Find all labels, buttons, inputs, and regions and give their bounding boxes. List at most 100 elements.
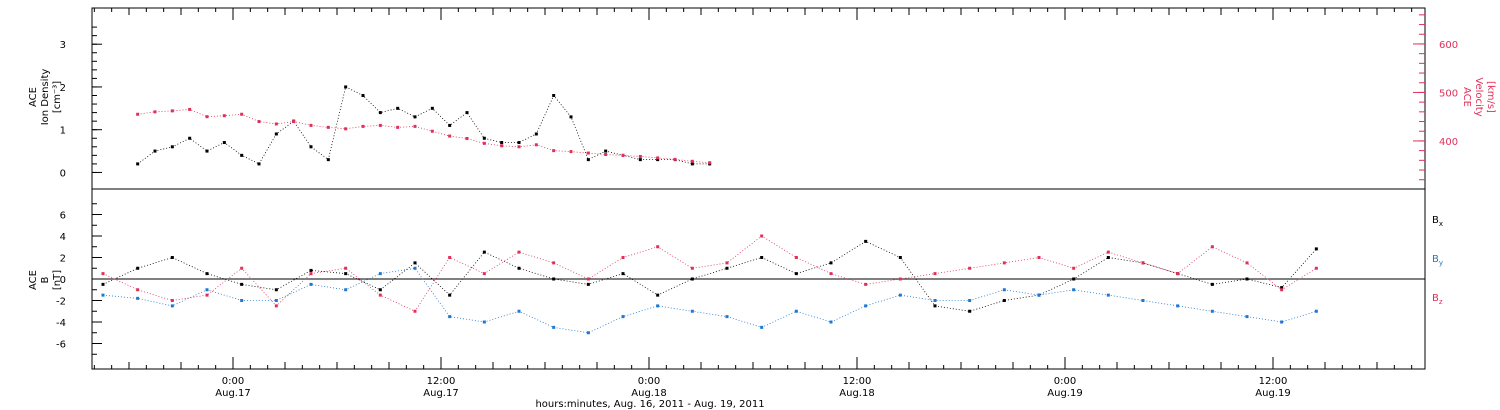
- density-point: [378, 111, 382, 115]
- by-point: [1037, 293, 1041, 297]
- bx-series: [101, 239, 1318, 313]
- b-axis-label-unit: [nT]: [52, 270, 63, 290]
- bx-point: [1106, 256, 1110, 259]
- by-point: [170, 304, 174, 308]
- bx-point: [517, 266, 521, 270]
- velocity-point: [153, 110, 157, 114]
- velocity-point: [604, 153, 608, 157]
- velocity-point: [690, 159, 694, 163]
- bz-point: [586, 277, 590, 281]
- top-left-y-ticks: 0 1 2 3: [60, 26, 102, 179]
- b-tick-label: -4: [56, 318, 66, 329]
- density-series: [136, 85, 712, 166]
- bottom-y-ticks: -6 -4 -2 0 2 4 6: [56, 203, 102, 355]
- density-axis-label-unit: [cm⁻³]: [52, 81, 63, 113]
- bx-point: [136, 266, 140, 270]
- by-series: [101, 266, 1318, 335]
- bx-point: [864, 239, 868, 243]
- bx-point: [794, 272, 798, 276]
- b-axis-label-instrument: ACE: [28, 270, 39, 290]
- legend-bz: Bz: [1432, 293, 1443, 306]
- density-point: [136, 162, 140, 166]
- density-point: [569, 115, 573, 119]
- density-point: [430, 106, 434, 110]
- bx-point: [586, 282, 590, 286]
- bx-point: [760, 256, 764, 259]
- by-point: [656, 304, 660, 308]
- velocity-point: [326, 125, 330, 129]
- velocity-series: [136, 107, 712, 165]
- top-panel-frame: [91, 7, 1426, 190]
- velocity-point: [344, 127, 348, 131]
- by-point: [1176, 304, 1180, 308]
- density-point: [274, 132, 278, 136]
- density-point: [240, 153, 244, 157]
- by-point: [794, 309, 798, 313]
- density-axis-label-instrument: ACE: [28, 87, 39, 107]
- by-point: [621, 315, 625, 319]
- velocity-point: [274, 122, 278, 126]
- top-panel: 0 1 2 3 400 500 600 ACE Ion Density [cm⁻³] AC…: [28, 7, 1496, 190]
- velocity-point: [222, 114, 226, 118]
- density-tick-label: 3: [60, 40, 66, 51]
- velocity-axis-label-instrument: ACE: [1461, 87, 1472, 107]
- density-point: [188, 136, 192, 140]
- density-point: [448, 123, 452, 127]
- x-tick-time-label: 12:00: [1259, 376, 1288, 387]
- bx-point: [1314, 247, 1318, 251]
- bx-point: [309, 268, 313, 272]
- x-tick-date-label: Aug.19: [1255, 388, 1290, 399]
- bx-point: [205, 272, 209, 276]
- velocity-point: [170, 109, 174, 113]
- velocity-point: [465, 137, 469, 141]
- by-point: [933, 299, 937, 302]
- legend-bx: Bx: [1432, 215, 1443, 228]
- velocity-point: [257, 120, 261, 124]
- bz-point: [690, 266, 694, 270]
- bx-point: [448, 293, 452, 297]
- bz-point: [344, 266, 348, 270]
- bz-point: [136, 288, 140, 292]
- density-point: [465, 111, 469, 115]
- bx-point: [829, 261, 833, 265]
- bz-point: [448, 256, 452, 259]
- b-axis-label-quantity: B: [40, 276, 51, 283]
- bx-point: [274, 288, 278, 292]
- density-point: [309, 145, 313, 149]
- density-tick-label: 2: [60, 83, 66, 94]
- by-point: [725, 315, 729, 319]
- velocity-point: [673, 157, 677, 161]
- velocity-point: [517, 145, 521, 149]
- x-axis-title: hours:minutes, Aug. 16, 2011 - Aug. 19, …: [535, 399, 764, 410]
- bz-point: [170, 299, 174, 302]
- bz-point: [968, 266, 972, 270]
- density-point: [500, 141, 504, 145]
- bx-point: [378, 288, 382, 292]
- x-tick-date-label: Aug.18: [839, 388, 874, 399]
- by-point: [1245, 315, 1249, 319]
- by-point: [829, 320, 833, 324]
- x-tick-date-label: Aug.17: [423, 388, 458, 399]
- bx-point: [968, 309, 972, 313]
- by-point: [586, 331, 590, 335]
- bx-point-trace: [102, 240, 1317, 312]
- velocity-tick-label: 500: [1439, 88, 1458, 99]
- velocity-point: [482, 141, 486, 145]
- b-tick-label: -2: [56, 297, 66, 308]
- by-point: [413, 266, 417, 270]
- velocity-point: [430, 129, 434, 133]
- density-point: [205, 149, 209, 153]
- bz-series: [101, 234, 1318, 313]
- x-tick-date-label: Aug.19: [1047, 388, 1082, 399]
- bz-point: [517, 250, 521, 254]
- x-tick-time-label: 12:00: [843, 376, 872, 387]
- x-tick-time-label: 0:00: [1054, 376, 1076, 387]
- b-tick-label: 0: [60, 275, 66, 286]
- density-point: [517, 141, 521, 145]
- x-tick-time-label: 0:00: [638, 376, 660, 387]
- bx-point: [1002, 299, 1006, 302]
- density-point: [344, 85, 348, 89]
- b-tick-label: -6: [56, 340, 66, 351]
- by-point-trace: [102, 267, 1317, 334]
